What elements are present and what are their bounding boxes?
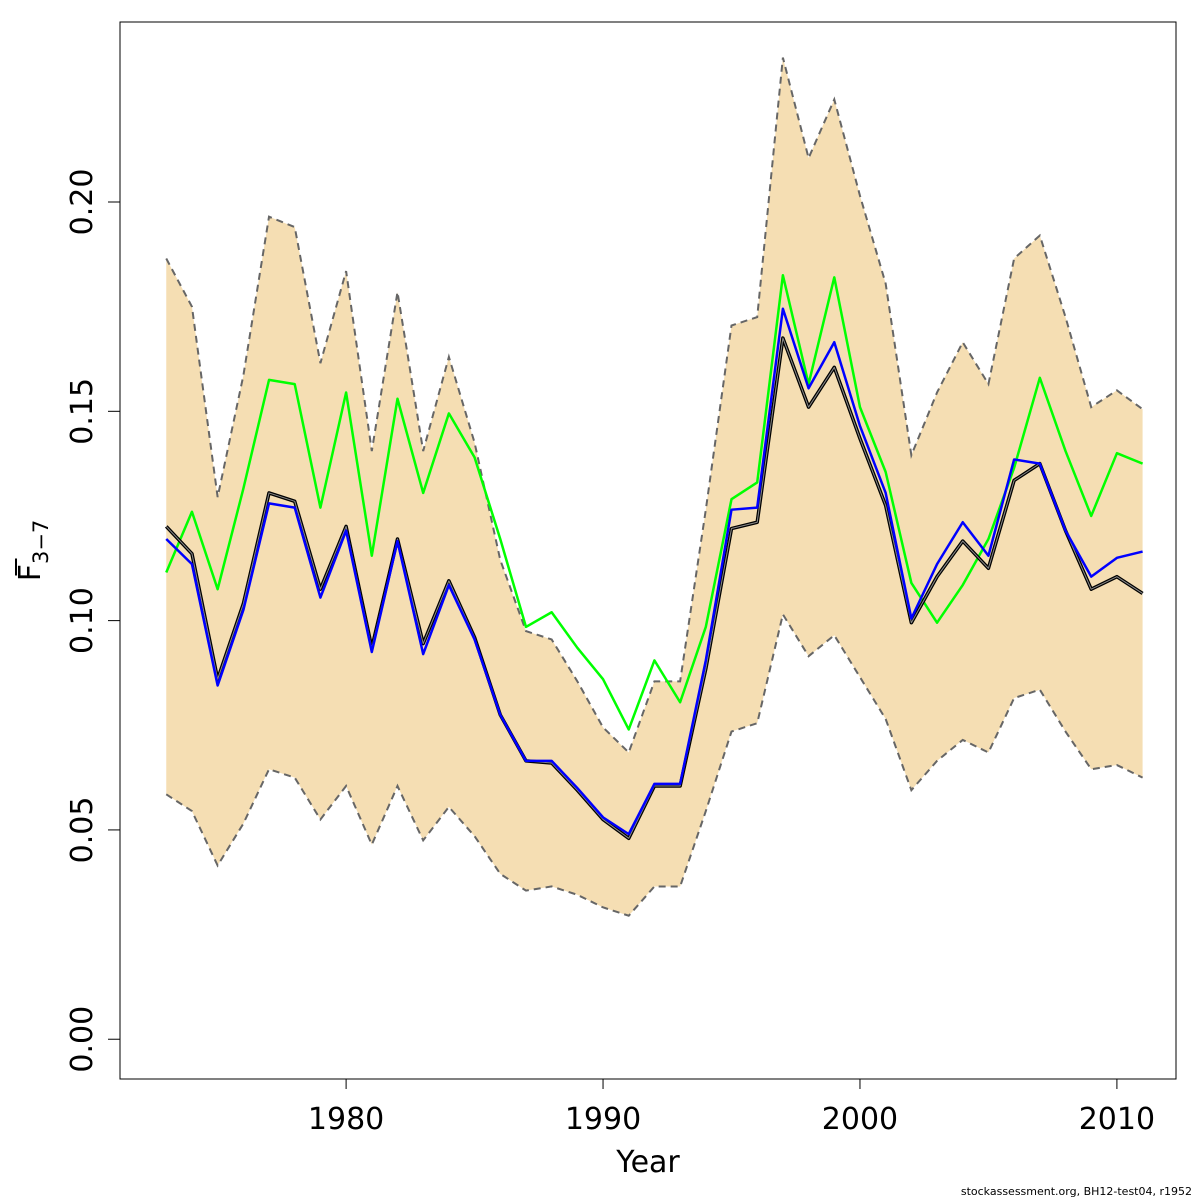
x-tick-label: 1980 [308,1102,384,1137]
y-axis-title: F3−7 [13,520,53,582]
series-layer [164,274,1144,841]
plot-frame [119,21,1177,1080]
y-axis: 0.00 0.05 0.10 0.15 0.20 [65,169,120,1073]
y-tick-label: 0.20 [65,169,100,236]
x-tick-label: 2010 [1079,1102,1155,1137]
confidence-band-lower [165,611,1144,917]
x-tick-label: 1990 [565,1102,641,1137]
y-axis-title-main: F [13,564,48,581]
footer-credit: stockassessment.org, BH12-test04, r1952 [960,1185,1192,1198]
confidence-band-layer [165,57,1144,917]
y-tick-label: 0.10 [65,587,100,654]
y-tick-label: 0.00 [65,1006,100,1073]
x-axis: 1980 1990 2000 2010 [308,1079,1155,1137]
confidence-band-upper [165,57,1144,755]
y-tick-label: 0.05 [65,797,100,864]
y-tick-label: 0.15 [65,378,100,445]
series-line-green [165,274,1144,731]
series-line-blue [165,307,1143,836]
x-axis-title: Year [615,1145,680,1180]
y-axis-title-sub: 3−7 [29,520,53,564]
confidence-band-area [166,57,1143,916]
svg-text:F3−7: F3−7 [13,520,53,582]
x-tick-label: 2000 [822,1102,898,1137]
